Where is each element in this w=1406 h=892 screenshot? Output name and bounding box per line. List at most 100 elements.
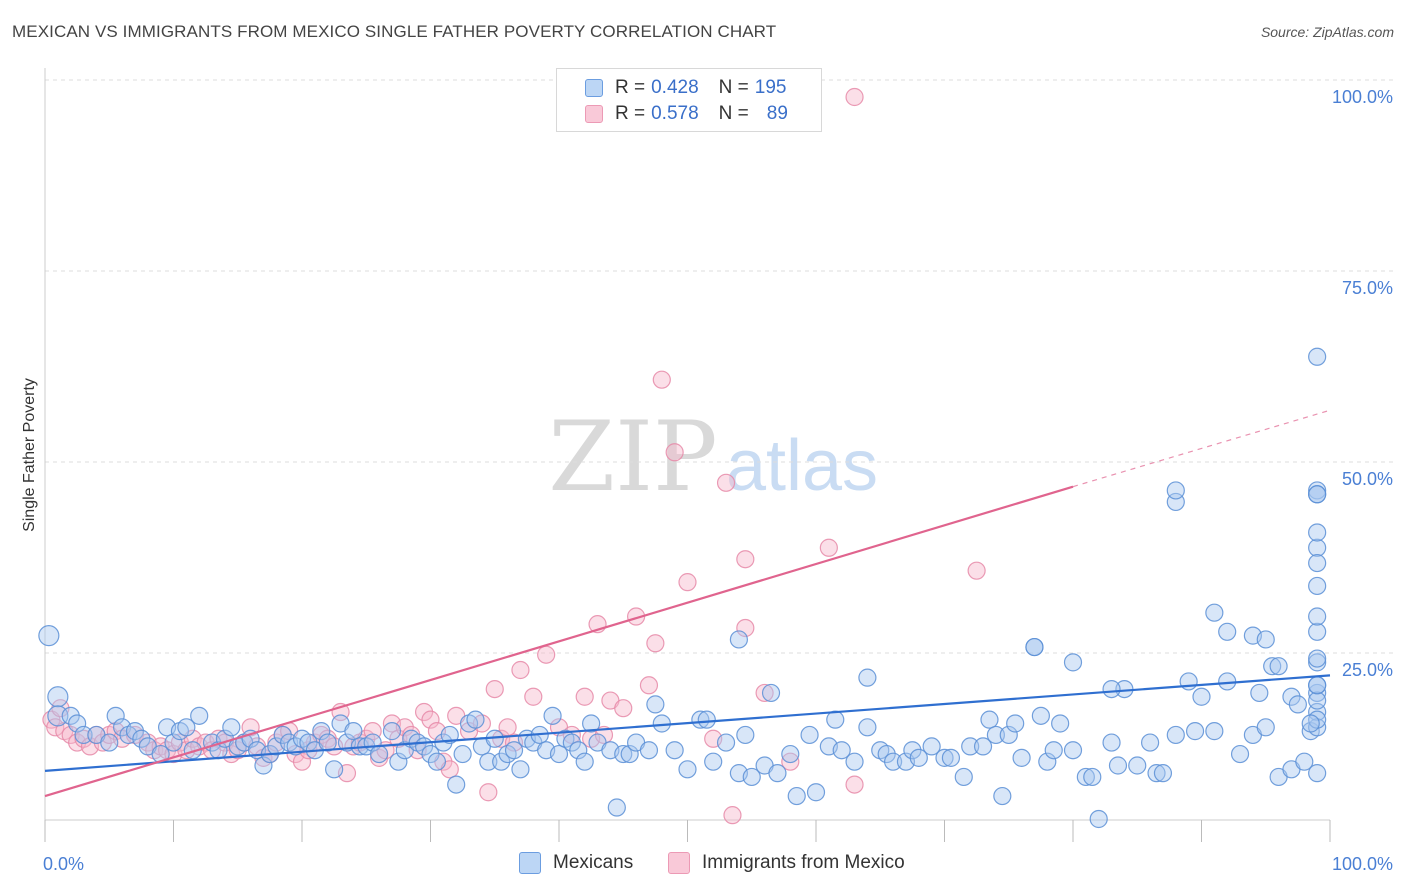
legend-r-label: R = [615, 103, 646, 124]
mexicans-point-40 [325, 760, 344, 779]
bottom-legend-swatch-pink [668, 852, 690, 874]
legend-r-value: 0.578 [651, 103, 699, 124]
stats-legend: R = 0.428 N = 195 R = 0.578 N = 89 [556, 68, 822, 132]
mexicans-point-115 [903, 741, 922, 760]
mexicans-point-103 [800, 725, 819, 745]
immigrants-point-71 [524, 687, 543, 706]
mexicans-point-190 [1025, 637, 1044, 657]
mexicans-point-122 [973, 737, 993, 756]
mexicans-point-124 [986, 725, 1006, 745]
immigrants-point-58 [421, 710, 440, 729]
mexicans-point-164 [1308, 622, 1327, 641]
mexicans-point-101 [781, 744, 800, 764]
mexicans-point-0 [38, 625, 60, 647]
mexicans-point-134 [1063, 741, 1083, 760]
mexicans-point-24 [222, 718, 241, 737]
mexicans-point-135 [1076, 767, 1095, 787]
mexicans-point-20 [190, 706, 209, 725]
mexicans-point-118 [935, 748, 954, 767]
mexicans-point-130 [1031, 706, 1050, 725]
mexicans-point-161 [1308, 683, 1327, 703]
mexicans-point-174 [1282, 687, 1301, 706]
mexicans-point-90 [678, 760, 697, 779]
mexicans-point-107 [832, 741, 851, 760]
mexicans-point-74 [549, 744, 569, 764]
mexicans-point-125 [993, 786, 1012, 806]
mexicans-point-61 [466, 710, 485, 729]
legend-swatch-pink [585, 105, 603, 123]
immigrants-point-96 [845, 775, 864, 794]
y-tick-label-1: 50.0% [1342, 469, 1393, 489]
mexicans-point-181 [1308, 676, 1327, 695]
mexicans-point-82 [607, 798, 626, 817]
mexicans-point-151 [1230, 744, 1250, 764]
mexicans-point-49 [389, 752, 408, 771]
mexicans-point-7 [100, 733, 119, 752]
mexicans-point-138 [1102, 733, 1121, 752]
mexicans-point-78 [575, 752, 594, 771]
mexicans-point-121 [961, 737, 980, 756]
mexicans-point-126 [999, 725, 1018, 745]
mexicans-point-18 [177, 718, 196, 737]
mexicans-point-47 [370, 744, 389, 764]
immigrants-point-57 [414, 702, 434, 722]
mexicans-point-43 [344, 722, 363, 741]
mexicans-point-154 [1256, 718, 1275, 737]
mexicans-point-145 [1166, 725, 1185, 745]
mexicans-point-91 [691, 710, 710, 729]
immigrants-point-38 [292, 752, 312, 771]
mexicans-point-119 [941, 748, 961, 767]
immigrants-point-70 [511, 660, 530, 680]
mexicans-point-5 [74, 725, 93, 745]
mexicans-point-19 [183, 741, 202, 760]
mexicans-point-117 [922, 737, 941, 756]
mexicans-point-147 [1185, 722, 1205, 741]
mexicans-point-148 [1192, 687, 1211, 706]
y-tick-label-0: 25.0% [1342, 660, 1393, 680]
immigrants-point-72 [537, 645, 556, 664]
mexicans-point-92 [697, 710, 716, 729]
mexicans-point-39 [318, 733, 337, 752]
mexicans-point-29 [254, 756, 273, 775]
mexicans-point-146 [1179, 672, 1198, 691]
mexicans-point-185 [1308, 481, 1327, 500]
mexicans-point-137 [1089, 809, 1108, 829]
mexicans-point-16 [164, 733, 183, 752]
mexicans-point-169 [1205, 603, 1224, 622]
mexicans-point-87 [646, 695, 665, 714]
mexicans-point-172 [1256, 630, 1275, 649]
immigrants-point-9 [93, 733, 112, 752]
immigrants-point-34 [267, 733, 286, 752]
immigrants-point-95 [967, 561, 986, 580]
chart-source: Source: ZipAtlas.com [1260, 24, 1394, 40]
immigrants-point-66 [485, 679, 504, 699]
mexicans-point-38 [312, 722, 331, 741]
mexicans-point-110 [858, 668, 877, 687]
mexicans-point-155 [1263, 657, 1282, 676]
mexicans-point-144 [1153, 764, 1173, 783]
legend-n-label: N = [718, 77, 749, 98]
mexicans-point-180 [1308, 649, 1327, 668]
mexicans-point-179 [1308, 607, 1327, 626]
mexicans-point-68 [511, 760, 530, 779]
immigrants-point-97 [845, 87, 864, 107]
mexicans-point-170 [1218, 622, 1237, 641]
bottom-legend: Mexicans Immigrants from Mexico [0, 852, 1406, 878]
watermark-zip: ZIP [548, 401, 717, 513]
mexicans-point-153 [1250, 683, 1269, 703]
immigrants-point-82 [639, 676, 659, 695]
mexicans-point-11 [125, 722, 145, 741]
mexicans-point-83 [614, 744, 633, 764]
y-tick-label-3: 100.0% [1332, 87, 1393, 107]
x-tick-label-0: 0.0% [43, 854, 84, 874]
legend-row-immigrants: R = 0.578 N = 89 [585, 102, 788, 126]
bottom-legend-label-mexicans: Mexicans [553, 852, 634, 873]
legend-swatch-blue [585, 79, 603, 97]
immigrants-point-90 [736, 550, 755, 569]
mexicans-point-127 [1006, 714, 1025, 733]
immigrants-point-89 [723, 806, 742, 825]
mexicans-point-139 [1108, 756, 1128, 775]
mexicans-point-141 [1128, 756, 1147, 775]
mexicans-point-89 [665, 741, 684, 760]
